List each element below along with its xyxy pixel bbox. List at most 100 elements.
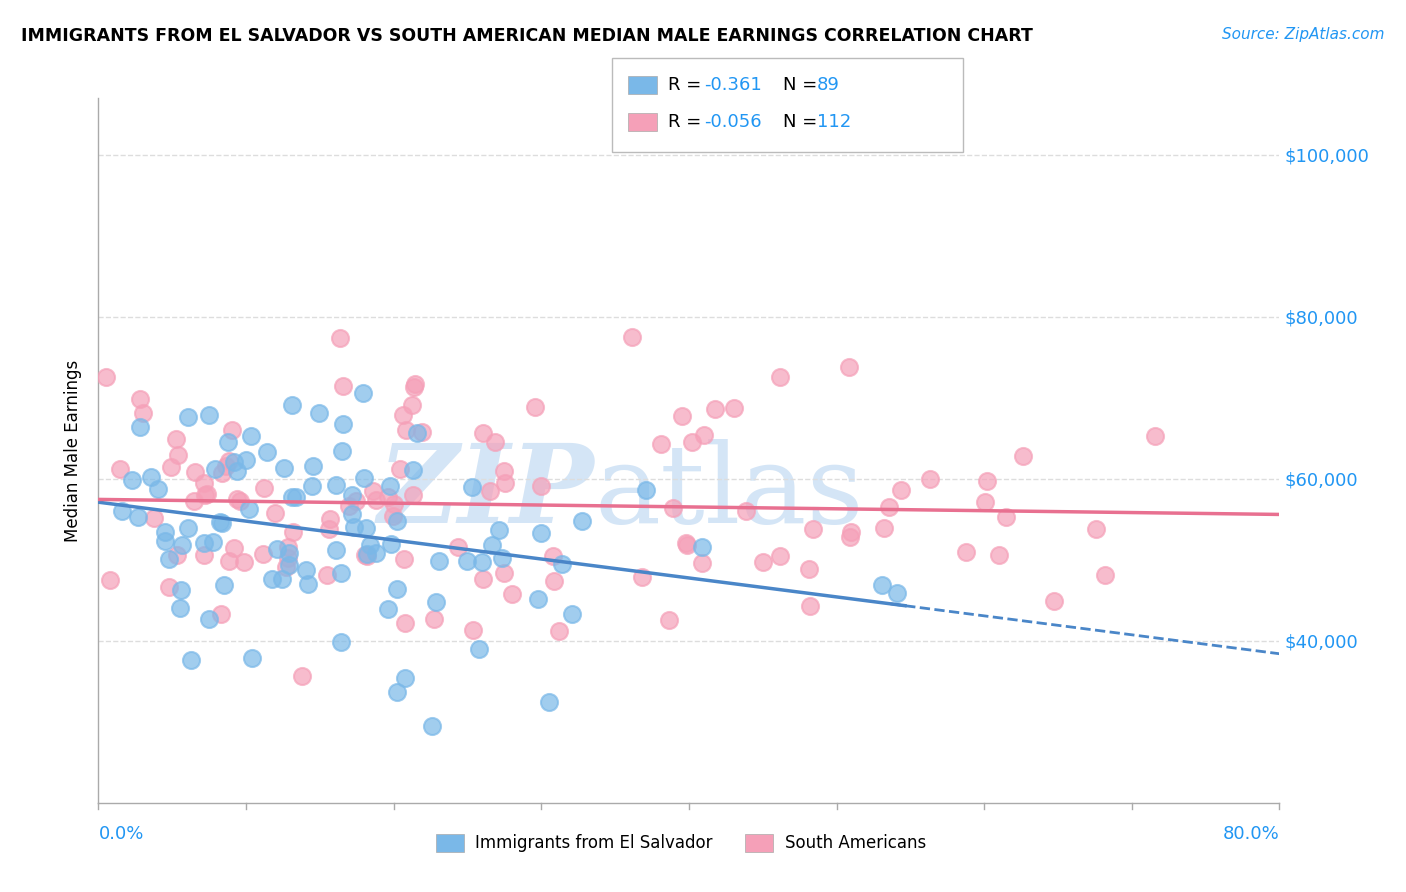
Point (411, 425, 433, 439)
Point (427, 554, 450, 568)
Point (801, 522, 824, 536)
Point (330, 444, 353, 458)
Point (752, 555, 775, 569)
Point (129, 392, 152, 406)
Point (920, 472, 942, 486)
Point (277, 540, 299, 554)
Point (484, 434, 506, 449)
Point (387, 582, 409, 596)
Point (318, 522, 340, 536)
Point (301, 479, 323, 493)
Point (193, 475, 215, 490)
Point (301, 459, 323, 474)
Point (488, 523, 510, 537)
Point (389, 462, 412, 476)
Point (877, 500, 900, 514)
Point (277, 550, 299, 565)
Point (260, 572, 283, 586)
Point (291, 669, 314, 683)
Point (491, 550, 513, 565)
Point (402, 488, 425, 502)
Point (387, 514, 409, 528)
Point (239, 428, 262, 442)
Point (228, 493, 250, 508)
Point (183, 494, 205, 508)
Point (198, 612, 221, 626)
Point (551, 558, 574, 572)
Point (1084, 523, 1107, 537)
Text: South Americans: South Americans (785, 834, 925, 852)
Point (392, 408, 415, 422)
Point (387, 685, 409, 699)
Point (319, 512, 342, 526)
Point (406, 426, 429, 441)
Point (501, 587, 523, 601)
Point (378, 479, 401, 493)
Point (252, 547, 274, 561)
Point (479, 484, 502, 499)
Text: 80.0%: 80.0% (1223, 825, 1279, 843)
Point (233, 555, 256, 569)
Point (308, 406, 330, 420)
Point (211, 466, 233, 480)
Point (380, 537, 402, 551)
Point (543, 574, 565, 588)
Point (142, 510, 165, 524)
Point (377, 490, 399, 504)
Point (995, 510, 1018, 524)
Point (1011, 449, 1033, 463)
Point (209, 607, 232, 622)
Text: -0.056: -0.056 (704, 113, 762, 131)
Point (280, 490, 302, 504)
Point (325, 543, 347, 558)
Point (340, 508, 363, 522)
Point (266, 541, 288, 556)
Point (873, 520, 896, 534)
Text: 0.0%: 0.0% (98, 825, 143, 843)
Point (180, 653, 202, 667)
Point (169, 583, 191, 598)
Point (690, 540, 713, 554)
Point (621, 330, 644, 344)
Point (987, 548, 1010, 562)
Point (634, 483, 657, 497)
Text: 89: 89 (817, 76, 839, 94)
Point (238, 501, 260, 516)
Point (278, 558, 301, 572)
Point (193, 536, 215, 550)
Point (1094, 567, 1116, 582)
Text: -0.361: -0.361 (704, 76, 762, 94)
Point (165, 432, 187, 446)
Point (329, 331, 352, 345)
Point (890, 483, 912, 497)
Point (132, 406, 155, 420)
Text: R =: R = (668, 113, 707, 131)
Point (240, 651, 263, 665)
Point (456, 554, 478, 568)
Text: ZIP: ZIP (378, 439, 595, 547)
Point (274, 560, 297, 574)
Point (561, 607, 583, 621)
Text: N =: N = (783, 76, 823, 94)
Point (177, 521, 200, 535)
Point (461, 480, 484, 494)
Point (208, 515, 231, 529)
Point (159, 460, 181, 475)
Point (976, 474, 998, 488)
Point (329, 635, 352, 649)
Text: IMMIGRANTS FROM EL SALVADOR VS SOUTH AMERICAN MEDIAN MALE EARNINGS CORRELATION C: IMMIGRANTS FROM EL SALVADOR VS SOUTH AME… (21, 27, 1033, 45)
Point (315, 567, 337, 582)
Point (973, 495, 995, 509)
Point (671, 409, 693, 424)
Point (838, 360, 860, 375)
Point (547, 624, 569, 638)
Point (692, 428, 714, 442)
Point (1144, 429, 1167, 443)
Point (955, 545, 977, 559)
Text: Source: ZipAtlas.com: Source: ZipAtlas.com (1222, 27, 1385, 42)
Point (96, 369, 118, 384)
Point (404, 380, 426, 394)
Point (166, 548, 188, 562)
Point (356, 549, 378, 563)
Point (681, 434, 703, 449)
